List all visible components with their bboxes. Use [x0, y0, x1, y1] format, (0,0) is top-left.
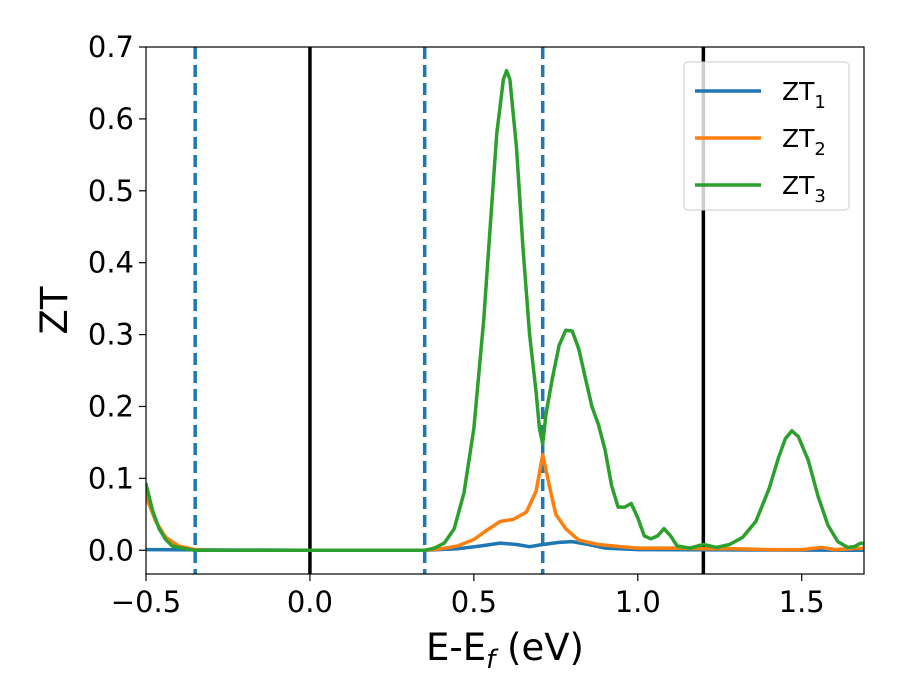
x-axis-label-unit: (eV) [495, 626, 584, 669]
legend-box [683, 61, 850, 211]
y-tick-label: 0.5 [88, 174, 134, 208]
legend-label-2: ZT2 [782, 124, 826, 160]
legend-label-1: ZT1 [782, 77, 826, 113]
y-tick-label: 0.2 [88, 389, 134, 423]
y-tick-label: 0.0 [88, 533, 134, 567]
x-axis-ticks: −0.5 0.0 0.5 1.0 1.5 [111, 574, 825, 619]
legend-label-3: ZT3 [782, 171, 826, 207]
data-series [146, 68, 864, 553]
y-tick-label: 0.6 [88, 102, 134, 136]
x-axis-label-base: E-E [426, 626, 486, 669]
x-tick-label: 0.5 [451, 585, 497, 619]
reference-lines [193, 47, 706, 574]
y-axis-ticks: 0.0 0.1 0.2 0.3 0.4 0.5 0.6 0.7 [88, 30, 146, 567]
y-tick-label: 0.7 [88, 30, 134, 64]
plot-area-frame [145, 46, 865, 575]
y-tick-label: 0.4 [88, 246, 134, 280]
series-line-2 [146, 452, 864, 553]
x-axis-label: E-Ef (eV) [426, 626, 584, 675]
series-line-3 [146, 68, 864, 553]
x-tick-label: 0.0 [287, 585, 333, 619]
x-tick-label: −0.5 [111, 585, 181, 619]
x-tick-label: 1.0 [615, 585, 661, 619]
y-tick-label: 0.1 [88, 461, 134, 495]
y-axis-label: ZT [33, 286, 76, 334]
x-tick-label: 1.5 [779, 585, 825, 619]
y-tick-label: 0.3 [88, 318, 134, 352]
legend: ZT1 ZT2 ZT3 [683, 61, 850, 211]
